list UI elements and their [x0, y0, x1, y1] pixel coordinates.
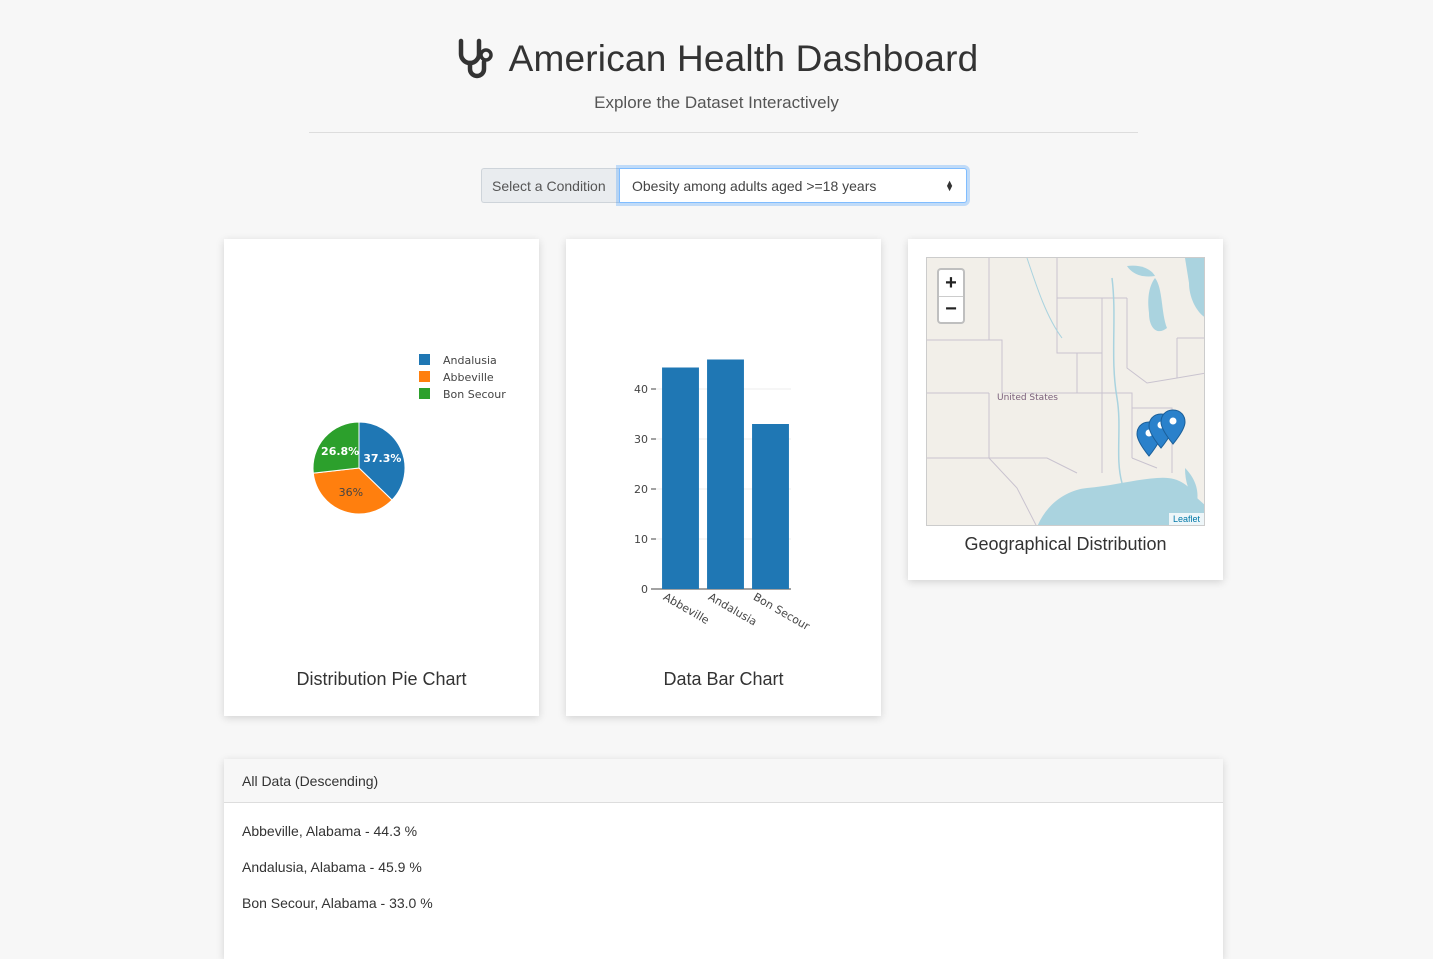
list-item: Abbeville, Alabama - 44.3 %: [242, 823, 418, 839]
pie-slice-andalusia[interactable]: [358, 421, 406, 501]
pie-slice-label: 26.8%: [321, 445, 359, 458]
zoom-out-button[interactable]: −: [939, 296, 963, 322]
data-list-heading: All Data (Descending): [224, 759, 1223, 803]
map-attribution-link[interactable]: Leaflet: [1168, 513, 1204, 525]
pie-chart-card: 37.3% 36% 26.8% Andalusia Abbeville Bon Secou…: [224, 239, 539, 716]
y-tick-label: 40: [634, 383, 648, 396]
legend-swatch: [419, 354, 430, 365]
page-subtitle: Explore the Dataset Interactively: [594, 93, 839, 112]
select-caret-icon: ▲ ▼: [945, 177, 954, 193]
map-zoom-control: + −: [937, 268, 965, 324]
condition-select[interactable]: Obesity among adults aged >=18 years ▲ ▼: [619, 168, 967, 203]
map-card: United States + − Leaflet Geographical D…: [908, 239, 1223, 580]
map-view[interactable]: United States + − Leaflet: [926, 257, 1205, 526]
zoom-in-button[interactable]: +: [945, 271, 957, 294]
map-tiles: United States: [927, 258, 1204, 525]
condition-select-label: Select a Condition: [481, 168, 619, 203]
list-item: Bon Secour, Alabama - 33.0 %: [242, 895, 433, 911]
bar-andalusia[interactable]: [707, 359, 744, 590]
pie-slice-label: 36%: [339, 486, 363, 499]
data-list-card: All Data (Descending) Abbeville, Alabama…: [224, 759, 1223, 959]
y-tick-label: 20: [634, 483, 648, 496]
x-tick-label: Andalusia: [706, 590, 759, 628]
bar-abbeville[interactable]: [662, 367, 699, 590]
pie-slice-label: 37.3%: [363, 452, 401, 465]
pie-slice-bon-secour[interactable]: [312, 421, 360, 474]
y-tick-label: 30: [634, 433, 648, 446]
page-title: American Health Dashboard: [508, 38, 979, 79]
legend-swatch: [419, 388, 430, 399]
pie-chart-caption: Distribution Pie Chart: [296, 669, 467, 689]
x-tick-label: Abbeville: [661, 590, 712, 627]
condition-select-value: Obesity among adults aged >=18 years: [632, 177, 877, 194]
map-marker-icon[interactable]: [1160, 409, 1186, 445]
bar-chart-card: 0 10 20 30 40 Abbeville Andalusia Bon Secour Da…: [566, 239, 881, 716]
legend-label[interactable]: Andalusia: [443, 354, 497, 367]
bar-chart-caption: Data Bar Chart: [663, 669, 784, 689]
map-country-label: United States: [997, 393, 1058, 403]
page-header: American Health Dashboard: [0, 38, 1433, 80]
condition-selector: Select a Condition Obesity among adults …: [481, 168, 967, 203]
x-tick-label: Bon Secour: [751, 590, 812, 633]
list-item: Andalusia, Alabama - 45.9 %: [242, 859, 422, 875]
pie-slice-abbeville[interactable]: [312, 467, 393, 515]
y-tick-label: 0: [641, 583, 648, 596]
legend-swatch: [419, 371, 430, 382]
pie-chart: 37.3% 36% 26.8% Andalusia Abbeville Bon Secou…: [312, 354, 506, 515]
y-tick-label: 10: [634, 533, 648, 546]
stethoscope-icon: [458, 38, 493, 79]
legend-label[interactable]: Bon Secour: [443, 388, 506, 401]
bar-bon-secour[interactable]: [752, 424, 789, 589]
header-divider: [309, 132, 1138, 133]
legend-label[interactable]: Abbeville: [443, 371, 494, 384]
map-caption: Geographical Distribution: [964, 534, 1167, 554]
